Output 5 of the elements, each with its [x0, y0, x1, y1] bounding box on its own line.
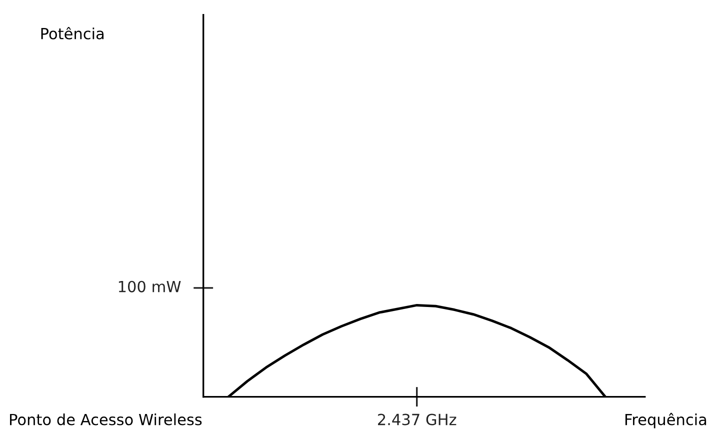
text: 2.437 GHz	[378, 414, 456, 426]
x-axis-title: Frequência	[625, 412, 706, 428]
text: Ponto de Acesso Wireless	[10, 413, 202, 426]
text: Potência	[41, 26, 104, 40]
text: 100 mW	[118, 280, 181, 292]
